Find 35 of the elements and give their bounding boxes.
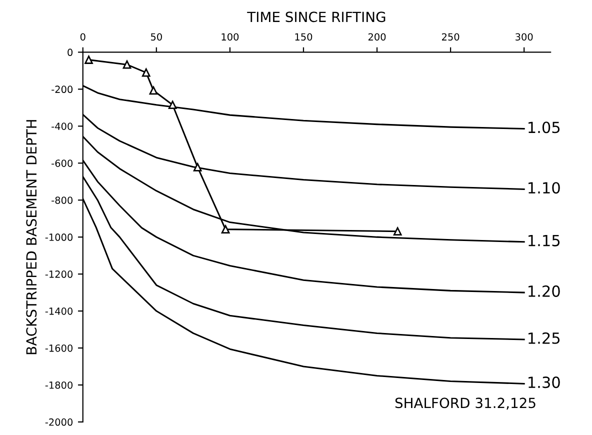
y-tick-label: -600 <box>52 160 73 167</box>
point <box>193 163 202 172</box>
series-label: 1.20 <box>528 285 560 297</box>
series-label: 1.10 <box>528 182 560 194</box>
x-tick-label: 100 <box>222 33 239 41</box>
point <box>168 100 177 110</box>
series-label: 1.30 <box>528 376 560 388</box>
x-tick-label: 0 <box>80 33 86 41</box>
y-axis-title: BACKSTRIPPED BASEMENT DEPTH <box>26 120 37 354</box>
y-tick-label: -200 <box>52 86 73 94</box>
series-label: 1.05 <box>528 122 560 134</box>
x-tick-label: 150 <box>295 33 312 41</box>
point <box>393 227 402 236</box>
y-tick-label: -1000 <box>45 234 73 241</box>
y-tick-label: -1800 <box>45 381 73 389</box>
point <box>122 60 132 69</box>
y-tick-label: -400 <box>52 122 73 130</box>
annotation: SHALFORD 31.2,125 <box>395 398 536 410</box>
y-tick-label: -1400 <box>45 308 73 315</box>
point <box>149 86 158 95</box>
y-tick-label: -1200 <box>45 270 73 278</box>
x-tick-label: 50 <box>150 33 162 41</box>
x-tick-label: 300 <box>516 33 533 41</box>
x-tick-label: 250 <box>442 33 460 41</box>
y-tick-label: -1600 <box>45 344 73 352</box>
point <box>142 68 150 77</box>
series-label: 1.25 <box>528 332 560 344</box>
y-tick-label: 0 <box>68 48 73 56</box>
x-tick-label: 200 <box>368 33 386 41</box>
x-axis-title: TIME SINCE RIFTING <box>247 12 386 22</box>
y-tick-label: -2000 <box>45 418 73 426</box>
series-label: 1.15 <box>528 234 560 246</box>
point <box>84 56 93 64</box>
point <box>221 225 230 234</box>
y-tick-label: -800 <box>52 196 73 204</box>
